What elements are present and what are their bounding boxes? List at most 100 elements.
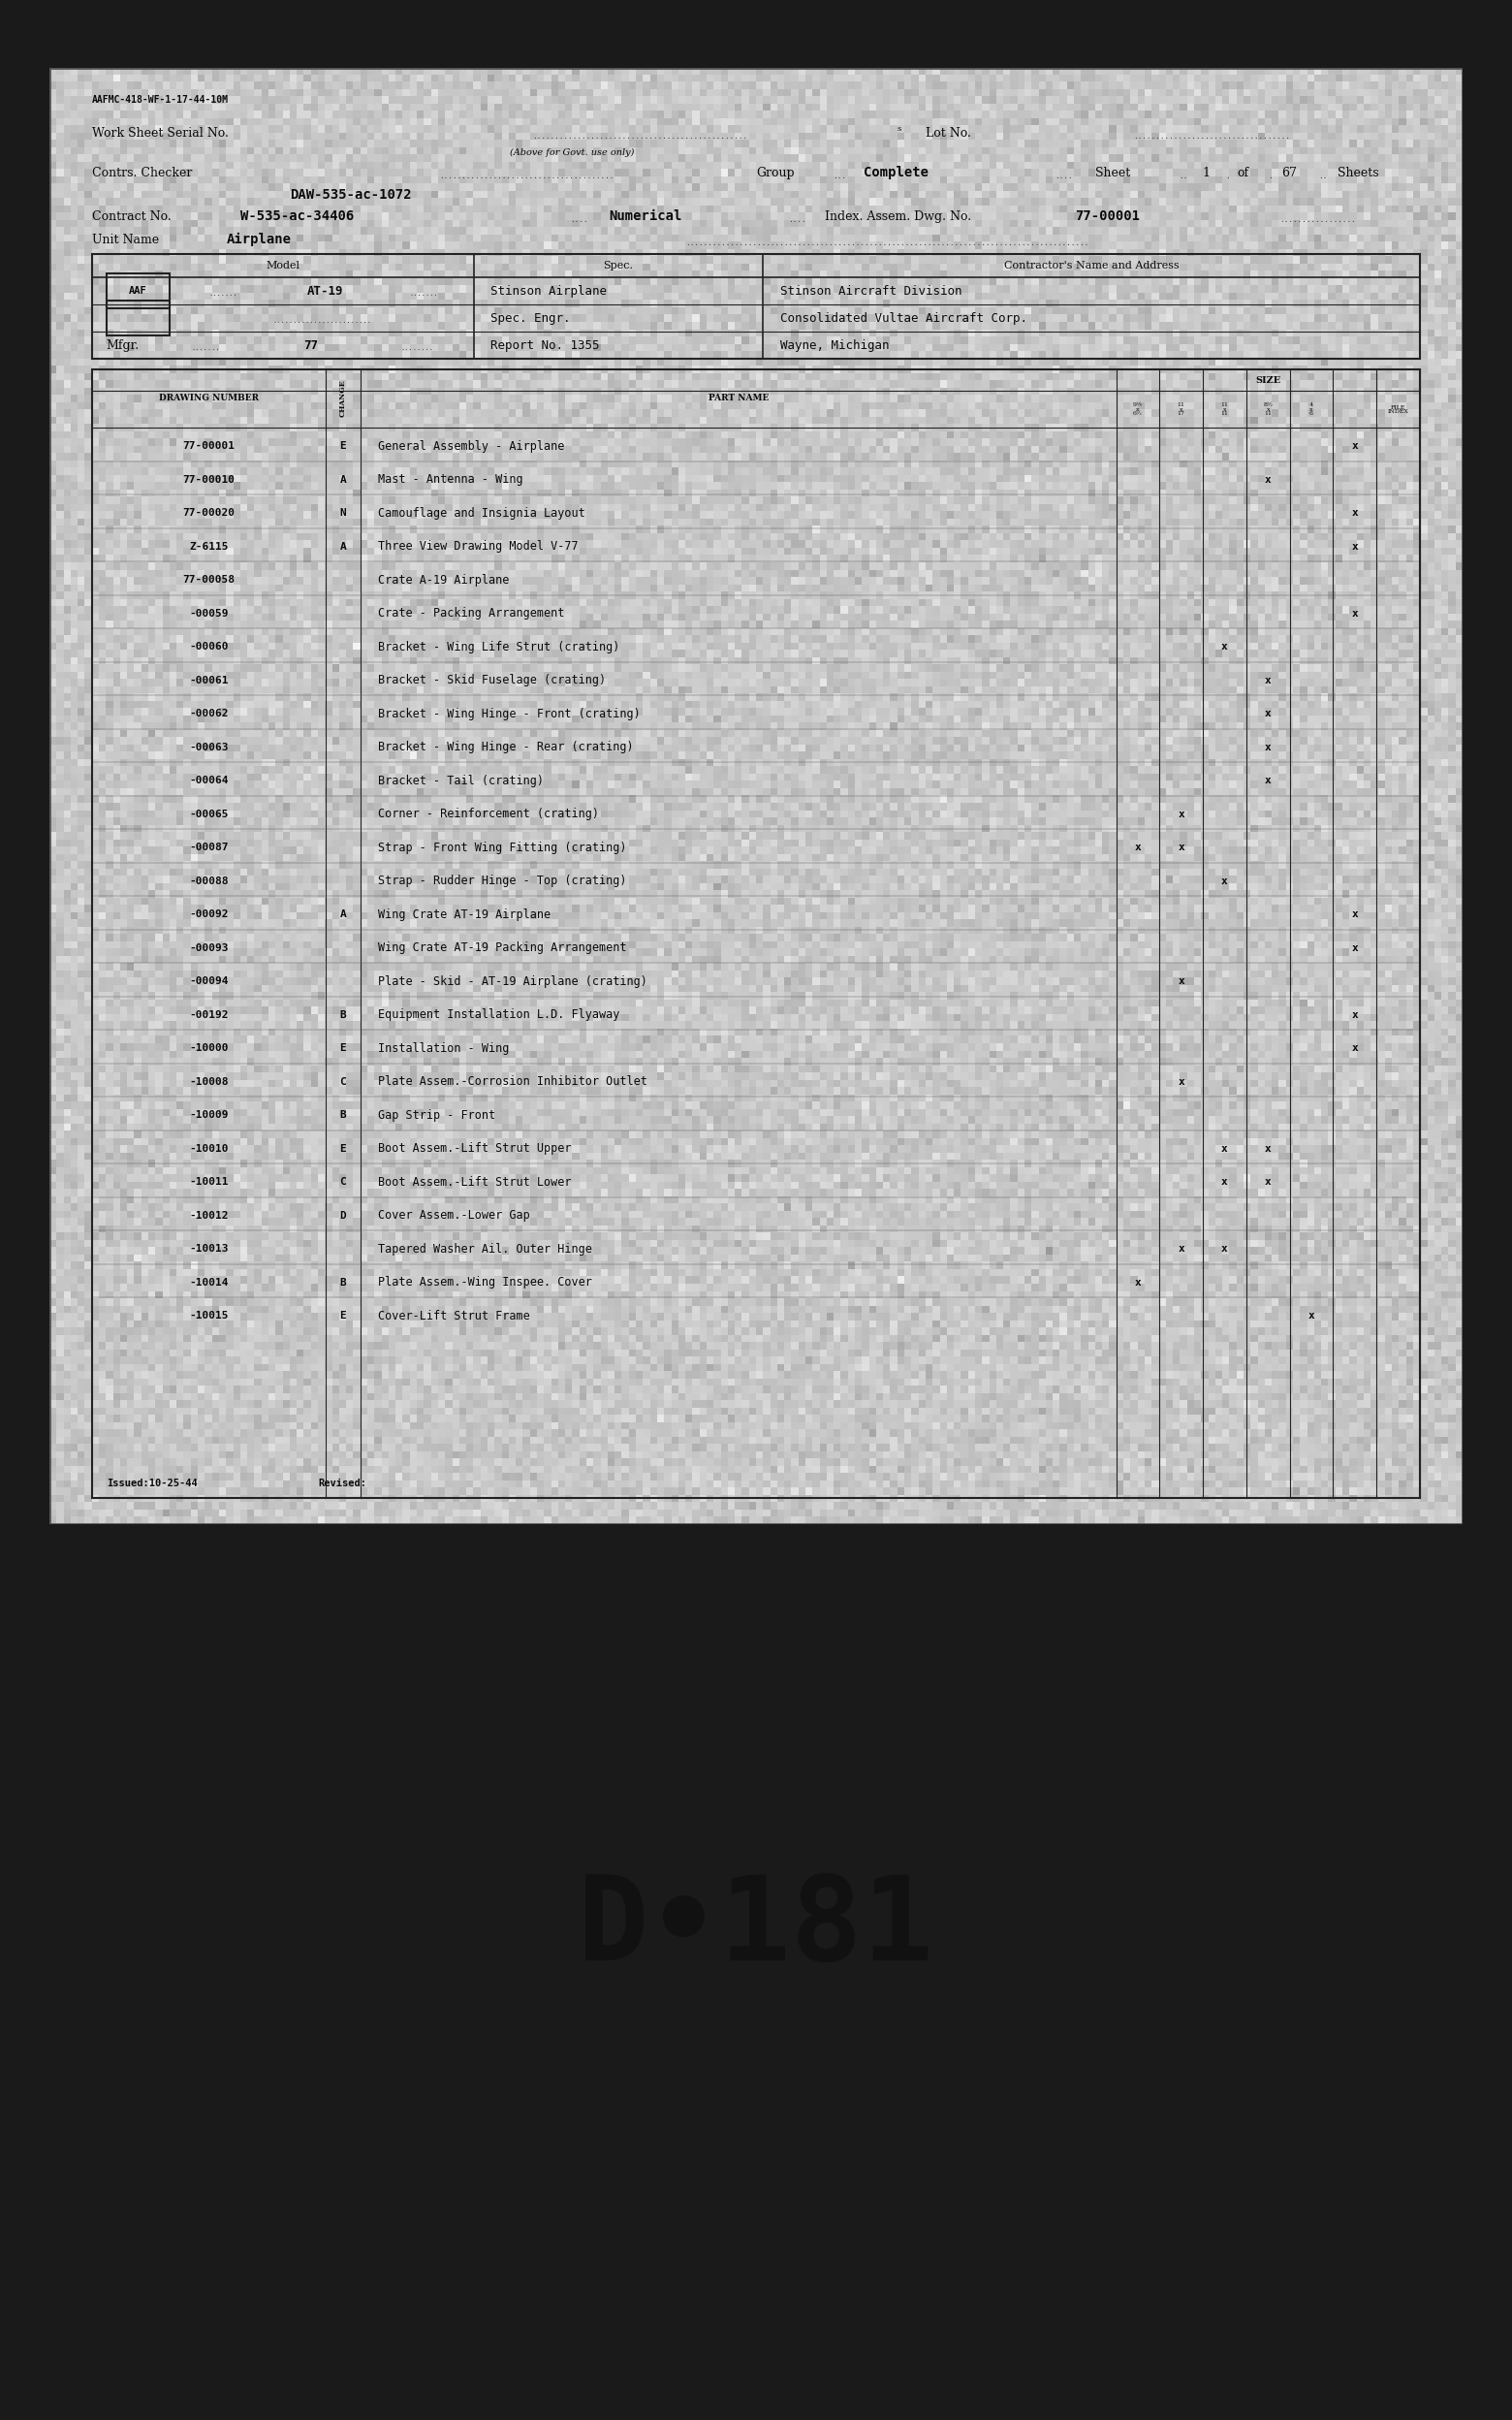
- Text: x: x: [1178, 1077, 1184, 1087]
- Text: FILE
INDEX: FILE INDEX: [1388, 404, 1409, 414]
- Text: Mast - Antenna - Wing: Mast - Antenna - Wing: [378, 474, 523, 486]
- Text: Strap - Front Wing Fitting (crating): Strap - Front Wing Fitting (crating): [378, 842, 626, 854]
- Text: -10009: -10009: [189, 1111, 228, 1120]
- Text: -00092: -00092: [189, 910, 228, 920]
- Text: Installation - Wing: Installation - Wing: [378, 1043, 508, 1055]
- Text: N: N: [340, 508, 346, 518]
- Text: Wayne, Michigan: Wayne, Michigan: [780, 339, 889, 351]
- Text: .......................................: .......................................: [438, 172, 614, 179]
- Text: ........................: ........................: [272, 319, 370, 324]
- Text: D•181: D•181: [578, 1871, 934, 1984]
- Text: ........: ........: [401, 346, 434, 351]
- Text: Bracket - Wing Life Strut (crating): Bracket - Wing Life Strut (crating): [378, 641, 620, 653]
- Text: 1: 1: [1202, 167, 1210, 179]
- Text: ..: ..: [1318, 172, 1328, 179]
- Text: ....: ....: [570, 215, 588, 223]
- Text: Cover-Lift Strut Frame: Cover-Lift Strut Frame: [378, 1309, 529, 1321]
- Text: x: x: [1352, 1043, 1358, 1053]
- Text: ....: ....: [1054, 172, 1072, 179]
- Text: -00087: -00087: [189, 842, 228, 852]
- Text: -10012: -10012: [189, 1210, 228, 1220]
- Text: Cover Assem.-Lower Gap: Cover Assem.-Lower Gap: [378, 1210, 529, 1222]
- Text: Unit Name: Unit Name: [92, 232, 159, 247]
- Text: AAF: AAF: [129, 286, 147, 295]
- Text: x: x: [1352, 607, 1358, 617]
- Text: x: x: [1134, 842, 1142, 852]
- Text: Work Sheet Serial No.: Work Sheet Serial No.: [92, 126, 228, 140]
- Text: x: x: [1264, 1145, 1272, 1154]
- Text: AT-19: AT-19: [307, 286, 343, 298]
- Text: 77-00001: 77-00001: [183, 440, 234, 450]
- Text: .................: .................: [1281, 215, 1356, 223]
- Text: ...................................: ...................................: [1132, 131, 1290, 140]
- Text: PART NAME: PART NAME: [708, 394, 768, 402]
- Text: DRAWING NUMBER: DRAWING NUMBER: [159, 394, 259, 402]
- Text: x: x: [1352, 542, 1358, 552]
- Text: B: B: [340, 1009, 346, 1019]
- Text: -10011: -10011: [189, 1176, 228, 1188]
- Text: .......: .......: [410, 290, 438, 298]
- Text: -00061: -00061: [189, 675, 228, 685]
- Text: ..: ..: [1179, 172, 1187, 179]
- Text: Strap - Rudder Hinge - Top (crating): Strap - Rudder Hinge - Top (crating): [378, 874, 626, 888]
- Text: Airplane: Airplane: [227, 232, 292, 247]
- Text: ................................................: ........................................…: [532, 131, 747, 140]
- Text: SIZE: SIZE: [1255, 375, 1281, 385]
- Text: Camouflage and Insignia Layout: Camouflage and Insignia Layout: [378, 506, 585, 520]
- Text: A: A: [340, 474, 346, 484]
- Text: DAW-535-ac-1072: DAW-535-ac-1072: [290, 189, 411, 201]
- Text: x: x: [1352, 910, 1358, 920]
- Text: 4
x
6: 4 x 6: [1309, 402, 1314, 416]
- Text: Three View Drawing Model V-77: Three View Drawing Model V-77: [378, 540, 578, 552]
- Text: Contrs. Checker: Contrs. Checker: [92, 167, 192, 179]
- Text: -10013: -10013: [189, 1244, 228, 1254]
- Text: x: x: [1222, 1176, 1228, 1188]
- Text: .......: .......: [209, 290, 237, 298]
- Text: .......: .......: [191, 346, 219, 351]
- Text: .: .: [1225, 172, 1229, 179]
- Text: Model: Model: [266, 261, 299, 271]
- Text: x: x: [1352, 1009, 1358, 1019]
- Text: -00093: -00093: [189, 944, 228, 953]
- Text: -10000: -10000: [189, 1043, 228, 1053]
- Text: x: x: [1264, 675, 1272, 685]
- Text: Contractor's Name and Address: Contractor's Name and Address: [1004, 261, 1179, 271]
- Text: x: x: [1308, 1312, 1314, 1321]
- Text: 77-00020: 77-00020: [183, 508, 234, 518]
- Text: AAFMC-418-WF-1-17-44-10M: AAFMC-418-WF-1-17-44-10M: [92, 94, 228, 104]
- Text: E: E: [340, 1043, 346, 1053]
- Text: Report No. 1355: Report No. 1355: [490, 339, 600, 351]
- Text: Stinson Aircraft Division: Stinson Aircraft Division: [780, 286, 962, 298]
- Text: x: x: [1222, 641, 1228, 651]
- Text: x: x: [1178, 842, 1184, 852]
- Text: ...: ...: [833, 172, 847, 179]
- Text: B: B: [340, 1111, 346, 1120]
- Text: A: A: [340, 542, 346, 552]
- Text: x: x: [1134, 1278, 1142, 1287]
- Text: Mfgr.: Mfgr.: [106, 339, 139, 351]
- Text: C: C: [340, 1077, 346, 1087]
- Text: Crate - Packing Arrangement: Crate - Packing Arrangement: [378, 607, 564, 620]
- Text: Plate Assem.-Wing Inspee. Cover: Plate Assem.-Wing Inspee. Cover: [378, 1275, 591, 1290]
- Text: -00062: -00062: [189, 709, 228, 719]
- Text: Boot Assem.-Lift Strut Lower: Boot Assem.-Lift Strut Lower: [378, 1176, 572, 1188]
- Text: Gap Strip - Front: Gap Strip - Front: [378, 1108, 494, 1120]
- Text: Bracket - Skid Fuselage (crating): Bracket - Skid Fuselage (crating): [378, 673, 605, 687]
- Text: -10015: -10015: [189, 1312, 228, 1321]
- Text: 9¼
x
6½: 9¼ x 6½: [1132, 402, 1143, 416]
- Text: x: x: [1264, 474, 1272, 484]
- Text: 11
x
11: 11 x 11: [1220, 402, 1228, 416]
- Text: Complete: Complete: [863, 167, 928, 179]
- Text: x: x: [1352, 508, 1358, 518]
- Text: x: x: [1178, 808, 1184, 818]
- Text: Stinson Airplane: Stinson Airplane: [490, 286, 606, 298]
- Text: -10010: -10010: [189, 1145, 228, 1154]
- Text: -10008: -10008: [189, 1077, 228, 1087]
- Text: Numerical: Numerical: [609, 211, 682, 223]
- Text: E: E: [340, 440, 346, 450]
- Text: -00059: -00059: [189, 607, 228, 617]
- Text: 11
x
17: 11 x 17: [1178, 402, 1185, 416]
- Text: -00060: -00060: [189, 641, 228, 651]
- Text: Spec.: Spec.: [603, 261, 634, 271]
- Bar: [92, 254, 1420, 358]
